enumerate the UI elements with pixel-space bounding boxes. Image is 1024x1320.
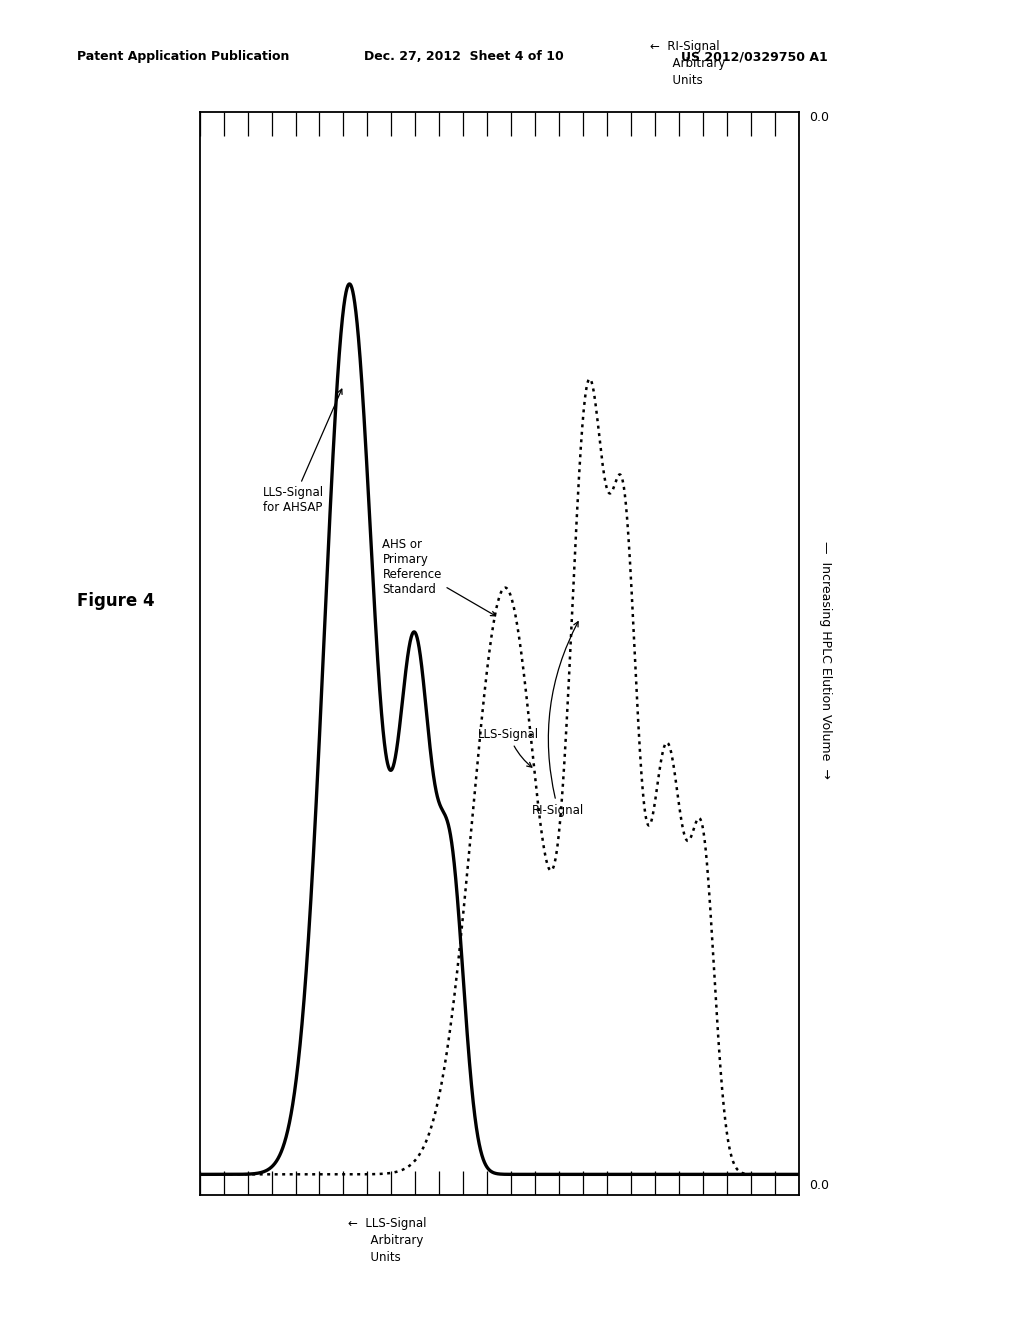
Text: RI-Signal: RI-Signal (532, 622, 585, 817)
Text: ←  RI-Signal
      Arbitrary
      Units: ← RI-Signal Arbitrary Units (650, 40, 726, 87)
Text: 0.0: 0.0 (809, 111, 829, 124)
Text: Dec. 27, 2012  Sheet 4 of 10: Dec. 27, 2012 Sheet 4 of 10 (364, 50, 563, 63)
Text: US 2012/0329750 A1: US 2012/0329750 A1 (681, 50, 827, 63)
Text: LLS-Signal: LLS-Signal (478, 727, 540, 767)
Text: Patent Application Publication: Patent Application Publication (77, 50, 289, 63)
Text: ←  LLS-Signal
      Arbitrary
      Units: ← LLS-Signal Arbitrary Units (348, 1217, 427, 1265)
Text: LLS-Signal
for AHSAP: LLS-Signal for AHSAP (262, 389, 342, 515)
Text: —  Increasing HPLC Elution Volume  →: — Increasing HPLC Elution Volume → (819, 541, 833, 779)
Text: AHS or
Primary
Reference
Standard: AHS or Primary Reference Standard (382, 539, 496, 616)
Text: Figure 4: Figure 4 (77, 591, 155, 610)
Text: 0.0: 0.0 (809, 1179, 829, 1192)
